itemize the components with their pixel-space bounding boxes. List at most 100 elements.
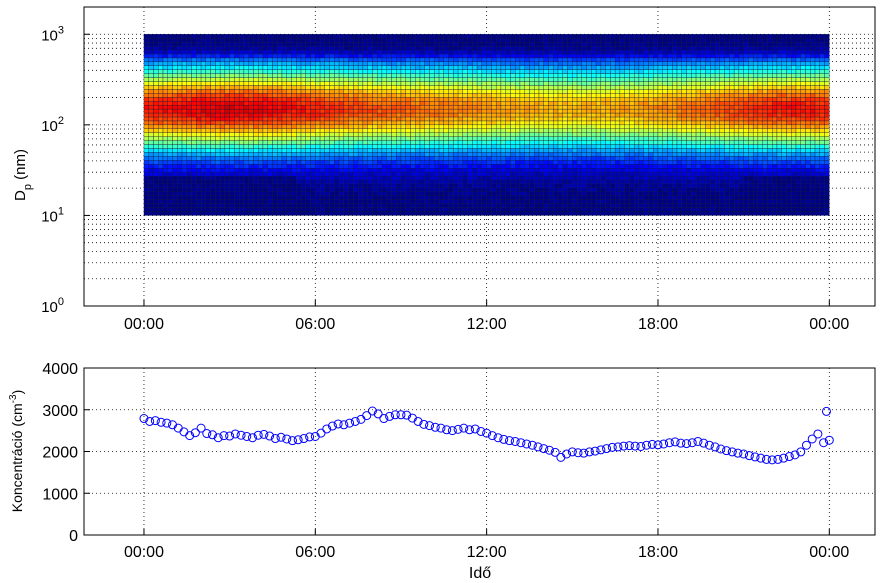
heatmap-cell	[538, 175, 544, 181]
heatmap-cell	[448, 152, 454, 157]
heatmap-cell	[310, 61, 316, 66]
heatmap-cell	[158, 45, 164, 51]
heatmap-cell	[610, 144, 616, 149]
heatmap-cell	[357, 136, 364, 141]
heatmap-cell	[438, 61, 444, 66]
heatmap-cell	[396, 53, 402, 59]
heatmap-cell	[443, 175, 449, 181]
heatmap-cell	[434, 144, 440, 149]
heatmap-cell	[529, 187, 535, 192]
heatmap-cell	[286, 175, 292, 181]
heatmap-cell	[248, 65, 254, 70]
heatmap-cell	[581, 112, 587, 118]
heatmap-cell	[353, 140, 359, 145]
heatmap-cell	[396, 108, 402, 114]
heatmap-cell	[353, 175, 359, 181]
heatmap-cell	[495, 191, 502, 196]
heatmap-cell	[538, 53, 544, 59]
heatmap-cell	[334, 73, 340, 78]
heatmap-cell	[324, 156, 330, 161]
heatmap-cell	[567, 160, 573, 165]
heatmap-cell	[291, 65, 297, 70]
heatmap-cell	[572, 132, 578, 137]
heatmap-cell	[481, 207, 487, 212]
heatmap-cell	[319, 38, 325, 43]
heatmap-cell	[205, 140, 211, 145]
heatmap-cell	[586, 144, 592, 149]
heatmap-cell	[210, 179, 216, 185]
heatmap-cell	[519, 164, 525, 169]
heatmap-cell	[557, 57, 563, 63]
heatmap-cell	[495, 183, 502, 189]
heatmap-cell	[329, 112, 335, 118]
heatmap-cell	[177, 108, 183, 114]
heatmap-cell	[224, 207, 230, 212]
heatmap-cell	[614, 175, 621, 181]
heatmap-cell	[629, 199, 635, 204]
heatmap-cell	[486, 203, 492, 208]
heatmap-cell	[229, 124, 235, 129]
heatmap-cell	[143, 160, 149, 165]
heatmap-cell	[581, 203, 587, 208]
heatmap-cell	[653, 167, 659, 173]
heatmap-cell	[543, 93, 549, 98]
heatmap-cell	[653, 144, 659, 149]
heatmap-cell	[553, 101, 559, 106]
heatmap-cell	[196, 49, 202, 55]
heatmap-cell	[638, 148, 644, 153]
heatmap-cell	[296, 140, 302, 145]
heatmap-cell	[219, 191, 226, 196]
heatmap-cell	[434, 132, 440, 137]
heatmap-cell	[200, 191, 207, 196]
heatmap-cell	[429, 38, 435, 43]
heatmap-cell	[400, 167, 406, 173]
heatmap-cell	[148, 179, 154, 185]
heatmap-cell	[605, 101, 611, 106]
heatmap-cell	[153, 152, 159, 157]
heatmap-cell	[353, 195, 359, 200]
heatmap-cell	[253, 211, 259, 216]
heatmap-cell	[215, 179, 221, 185]
heatmap-cell	[457, 65, 464, 70]
heatmap-cell	[158, 61, 164, 66]
heatmap-cell	[229, 69, 235, 74]
heatmap-cell	[610, 101, 616, 106]
heatmap-cell	[310, 144, 316, 149]
heatmap-cell	[410, 187, 416, 192]
heatmap-cell	[481, 183, 487, 189]
heatmap-cell	[272, 187, 278, 192]
heatmap-cell	[391, 203, 397, 208]
heatmap-cell	[196, 77, 202, 82]
heatmap-cell	[519, 144, 525, 149]
heatmap-cell	[548, 97, 554, 102]
heatmap-cell	[191, 183, 197, 189]
heatmap-cell	[148, 156, 154, 161]
heatmap-cell	[624, 187, 630, 192]
heatmap-cell	[367, 73, 373, 78]
heatmap-cell	[291, 128, 297, 133]
heatmap-cell	[515, 34, 521, 39]
heatmap-cell	[529, 148, 535, 153]
heatmap-cell	[467, 34, 473, 39]
heatmap-cell	[348, 183, 354, 189]
heatmap-cell	[181, 108, 187, 114]
heatmap-cell	[296, 136, 302, 141]
heatmap-cell	[481, 65, 487, 70]
heatmap-cell	[595, 38, 602, 43]
heatmap-cell	[296, 101, 302, 106]
heatmap-cell	[519, 45, 525, 51]
heatmap-cell	[553, 49, 559, 55]
heatmap-cell	[248, 112, 254, 118]
heatmap-cell	[329, 85, 335, 90]
heatmap-cell	[481, 97, 487, 102]
heatmap-cell	[334, 112, 340, 118]
heatmap-cell	[343, 136, 349, 141]
heatmap-cell	[267, 57, 273, 63]
heatmap-cell	[605, 93, 611, 98]
heatmap-cell	[510, 120, 516, 126]
heatmap-cell	[338, 57, 345, 63]
heatmap-cell	[557, 53, 563, 59]
heatmap-cell	[462, 38, 468, 43]
heatmap-cell	[153, 116, 159, 122]
heatmap-cell	[329, 132, 335, 137]
